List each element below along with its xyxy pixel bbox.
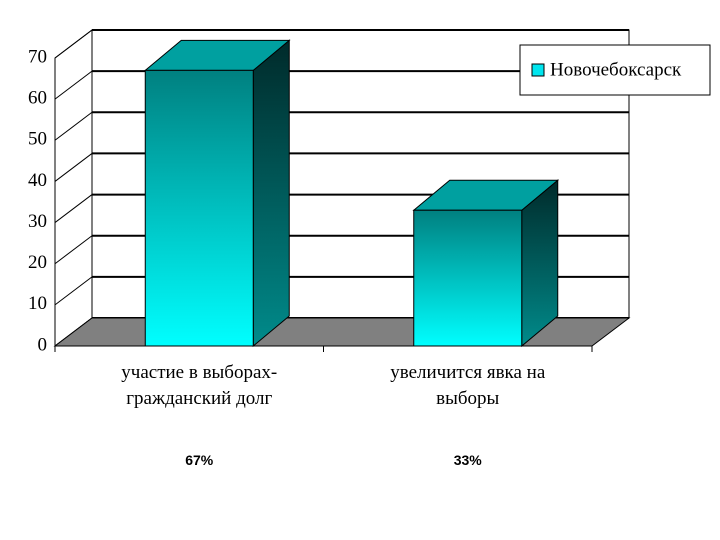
legend-label: Новочебоксарск <box>550 59 682 80</box>
x-tick-label: участие в выборах-гражданский долг <box>121 362 278 409</box>
y-tick-label: 30 <box>28 211 47 232</box>
y-tick-label: 50 <box>28 129 47 150</box>
y-tick-label: 10 <box>28 293 47 314</box>
y-tick-label: 20 <box>28 252 47 273</box>
y-tick-label: 40 <box>28 170 47 191</box>
legend-box <box>519 44 711 96</box>
grid-line <box>54 70 93 100</box>
grid-line <box>54 276 93 306</box>
bar-side <box>252 39 290 348</box>
x-tick-label: увеличится явка на выборы <box>390 362 546 409</box>
bar <box>144 69 254 347</box>
side-wall <box>54 28 93 348</box>
value-label: 33% <box>453 452 482 468</box>
legend-swatch <box>531 63 545 77</box>
grid-line <box>54 153 93 182</box>
grid-line <box>54 194 93 223</box>
grid-line <box>54 29 93 59</box>
y-tick-label: 0 <box>38 334 48 355</box>
value-label: 67% <box>185 452 214 468</box>
grid-line <box>54 111 93 141</box>
bar <box>413 209 523 347</box>
y-tick-label: 70 <box>28 46 47 67</box>
grid-line <box>54 235 93 265</box>
y-tick-label: 60 <box>28 88 47 109</box>
